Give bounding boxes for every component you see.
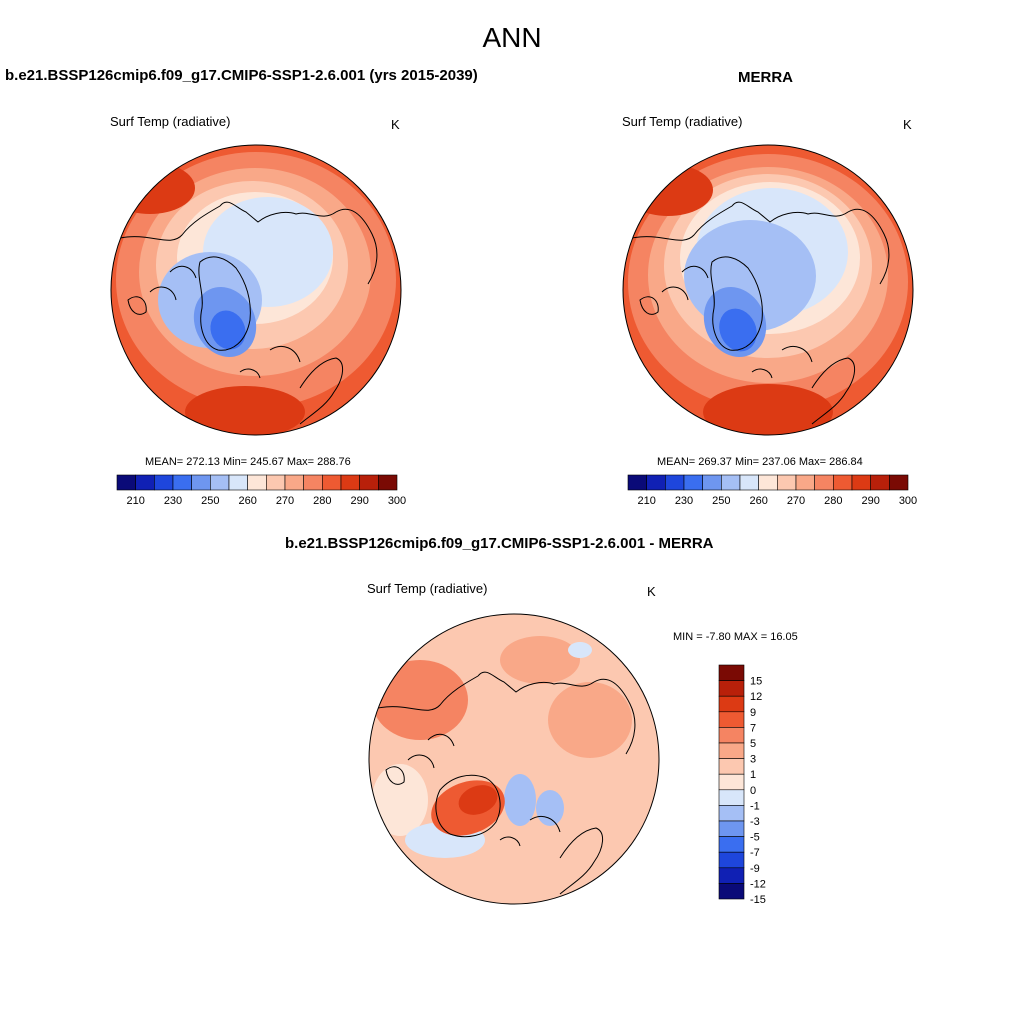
- diff-colorbar-tick-label: 0: [750, 785, 756, 797]
- obs-colorbar-tick-label: 280: [824, 495, 842, 507]
- diff-colorbar-tick-label: -7: [750, 847, 760, 859]
- model-colorbar-tick-label: 290: [350, 495, 368, 507]
- model-colorbar-box: [116, 474, 136, 491]
- obs-colorbar-box: [758, 474, 778, 491]
- diff-colorbar-tick-label: 1: [750, 769, 756, 781]
- model-colorbar: 210 230 250 260 270 280 290 300: [116, 474, 406, 507]
- obs-colorbar-box: [777, 474, 797, 491]
- model-variable-label: Surf Temp (radiative): [110, 114, 231, 129]
- model-colorbar-tick-label: 300: [388, 495, 406, 507]
- model-panel-title: b.e21.BSSP126cmip6.f09_g17.CMIP6-SSP1-2.…: [5, 67, 478, 84]
- diff-colorbar-tick-label: -1: [750, 800, 760, 812]
- obs-colorbar-box: [721, 474, 741, 491]
- diff-colorbar-box: [718, 695, 745, 713]
- model-colorbar-tick-label: 270: [276, 495, 294, 507]
- diff-colorbar-tick-label: -3: [750, 816, 760, 828]
- model-colorbar-box: [378, 474, 398, 491]
- diff-colorbar-box: [718, 805, 745, 822]
- model-colorbar-tick-label: 250: [201, 495, 219, 507]
- model-colorbar-box: [303, 474, 323, 491]
- diff-colorbar-box: [718, 867, 745, 884]
- model-colorbar-box: [266, 474, 286, 491]
- model-units-label: K: [391, 117, 400, 132]
- model-colorbar-box: [191, 474, 211, 491]
- diff-polar-map: [368, 613, 660, 905]
- diff-panel-title: b.e21.BSSP126cmip6.f09_g17.CMIP6-SSP1-2.…: [285, 535, 714, 552]
- obs-colorbar-box: [795, 474, 815, 491]
- model-colorbar-tick-label: 210: [126, 495, 144, 507]
- obs-polar-map: [622, 144, 914, 436]
- diff-colorbar-box: [718, 711, 745, 728]
- diff-colorbar-tick-label: -9: [750, 863, 760, 875]
- obs-colorbar-box: [683, 474, 703, 491]
- obs-variable-label: Surf Temp (radiative): [622, 114, 743, 129]
- diff-colorbar-box: [718, 727, 745, 744]
- diff-colorbar-box: [718, 680, 745, 697]
- obs-colorbar-tick-label: 250: [712, 495, 730, 507]
- obs-panel-title: MERRA: [738, 69, 793, 86]
- diff-colorbar-tick-label: -12: [750, 878, 766, 890]
- model-colorbar-tick-label: 260: [238, 495, 256, 507]
- model-colorbar-tick-label: 280: [313, 495, 331, 507]
- diff-colorbar-box: [718, 851, 745, 869]
- model-colorbar-box: [284, 474, 304, 491]
- obs-colorbar-tick-label: 270: [787, 495, 805, 507]
- diff-units-label: K: [647, 584, 656, 599]
- diff-colorbar-tick-label: 5: [750, 738, 756, 750]
- diff-colorbar: 15 12 9 7 5 3 1 0 -1 -3 -5 -7 -9 -12 -15: [718, 664, 766, 906]
- model-colorbar-box: [359, 474, 379, 491]
- obs-colorbar-box: [889, 474, 909, 491]
- obs-colorbar-box: [814, 474, 834, 491]
- diff-colorbar-box: [718, 883, 745, 900]
- obs-colorbar-box: [870, 474, 890, 491]
- obs-colorbar-box: [851, 474, 871, 491]
- obs-units-label: K: [903, 117, 912, 132]
- obs-colorbar-box: [627, 474, 647, 491]
- diff-colorbar-tick-label: 3: [750, 754, 756, 766]
- obs-colorbar-box: [833, 474, 853, 491]
- diff-colorbar-box: [718, 664, 745, 681]
- obs-colorbar: 210 230 250 260 270 280 290 300: [627, 474, 917, 507]
- model-colorbar-box: [172, 474, 192, 491]
- obs-colorbar-box: [739, 474, 759, 491]
- diff-stats: MIN = -7.80 MAX = 16.05: [673, 631, 798, 643]
- diff-colorbar-tick-label: -15: [750, 894, 766, 906]
- obs-colorbar-tick-label: 210: [637, 495, 655, 507]
- model-colorbar-box: [228, 474, 248, 491]
- model-polar-map: [110, 144, 402, 436]
- obs-colorbar-tick-label: 300: [899, 495, 917, 507]
- diff-colorbar-tick-label: 9: [750, 707, 756, 719]
- obs-colorbar-box: [646, 474, 666, 491]
- obs-colorbar-box: [665, 474, 685, 491]
- diff-colorbar-box: [718, 742, 745, 759]
- model-colorbar-box: [322, 474, 342, 491]
- diff-colorbar-tick-label: 7: [750, 722, 756, 734]
- obs-colorbar-tick-label: 230: [675, 495, 693, 507]
- diff-colorbar-box: [718, 836, 745, 853]
- diff-colorbar-box: [718, 820, 745, 837]
- model-colorbar-box: [247, 474, 267, 491]
- model-stats: MEAN= 272.13 Min= 245.67 Max= 288.76: [145, 456, 351, 468]
- figure-title: ANN: [482, 22, 542, 53]
- model-colorbar-tick-label: 230: [164, 495, 182, 507]
- diff-colorbar-tick-label: 15: [750, 676, 762, 688]
- diff-colorbar-tick-label: -5: [750, 832, 760, 844]
- diff-variable-label: Surf Temp (radiative): [367, 581, 488, 596]
- diff-colorbar-box: [718, 789, 745, 806]
- model-colorbar-box: [210, 474, 230, 491]
- model-colorbar-box: [340, 474, 360, 491]
- diff-colorbar-box: [718, 773, 745, 791]
- diff-colorbar-tick-label: 12: [750, 691, 762, 703]
- obs-stats: MEAN= 269.37 Min= 237.06 Max= 286.84: [657, 456, 863, 468]
- obs-colorbar-tick-label: 260: [749, 495, 767, 507]
- model-colorbar-box: [154, 474, 174, 491]
- diff-colorbar-box: [718, 758, 745, 775]
- obs-colorbar-tick-label: 290: [861, 495, 879, 507]
- obs-colorbar-box: [702, 474, 722, 491]
- model-colorbar-box: [135, 474, 155, 491]
